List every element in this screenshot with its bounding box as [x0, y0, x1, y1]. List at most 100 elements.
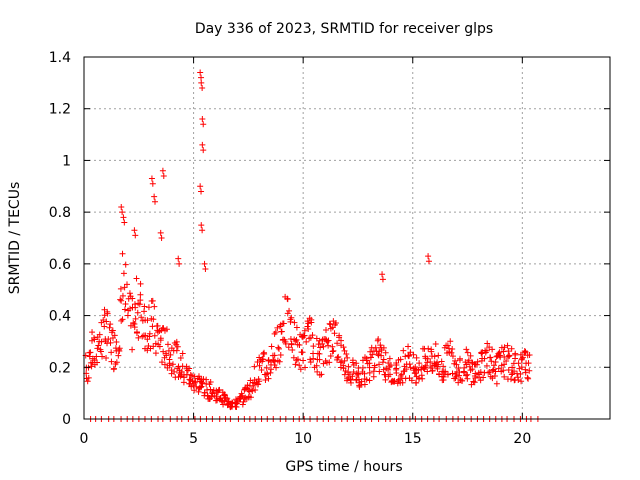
data-point	[329, 348, 336, 355]
data-point	[310, 343, 317, 350]
data-point	[280, 320, 287, 327]
y-axis-label: SRMTID / TECUs	[7, 182, 23, 295]
data-point	[145, 304, 152, 311]
data-point	[278, 328, 285, 335]
plot-frame	[83, 56, 611, 420]
data-point	[121, 284, 128, 291]
data-point	[240, 398, 247, 405]
data-point	[192, 378, 199, 385]
data-point	[288, 341, 295, 348]
data-point	[421, 364, 428, 371]
data-point	[508, 345, 515, 352]
data-point	[119, 316, 126, 323]
y-tick-label: 0.6	[49, 257, 71, 273]
data-point	[406, 361, 413, 368]
axis-ticks	[83, 56, 610, 420]
data-point	[370, 368, 377, 375]
data-point	[284, 296, 291, 303]
data-point	[425, 345, 432, 352]
data-point	[133, 328, 140, 335]
data-point	[96, 331, 103, 338]
data-point	[483, 362, 490, 369]
data-point	[254, 359, 261, 366]
data-point	[120, 270, 127, 277]
data-point	[91, 336, 98, 343]
data-point	[440, 377, 447, 384]
data-point	[110, 366, 117, 373]
data-point	[100, 317, 107, 324]
data-point	[400, 347, 407, 354]
data-point	[293, 357, 300, 364]
data-point	[415, 367, 422, 374]
data-point	[419, 345, 426, 352]
data-point	[113, 359, 120, 366]
data-point	[103, 318, 110, 325]
data-point	[382, 376, 389, 383]
data-point	[324, 338, 331, 345]
data-point	[256, 362, 263, 369]
data-point	[501, 344, 508, 351]
data-point	[131, 321, 138, 328]
data-point	[326, 320, 333, 327]
data-point	[496, 349, 503, 356]
y-tick-label: 1.4	[49, 50, 71, 66]
data-point	[377, 342, 384, 349]
data-point	[337, 359, 344, 366]
data-point	[386, 371, 393, 378]
y-tick-label: 0.2	[49, 360, 71, 376]
data-point	[87, 349, 94, 356]
data-point	[372, 344, 379, 351]
data-point	[447, 338, 454, 345]
data-point	[468, 381, 475, 388]
data-point	[274, 324, 281, 331]
data-point	[440, 363, 447, 370]
data-point	[288, 314, 295, 321]
data-point	[395, 357, 402, 364]
data-point	[500, 367, 507, 374]
data-point	[137, 291, 144, 298]
data-point	[398, 371, 405, 378]
data-point	[243, 385, 250, 392]
data-point	[268, 366, 275, 373]
data-point	[375, 336, 382, 343]
data-point	[345, 363, 352, 370]
data-point	[141, 303, 148, 310]
data-point	[314, 368, 321, 375]
data-point	[122, 301, 129, 308]
data-point	[489, 367, 496, 374]
data-point	[504, 353, 511, 360]
data-point	[89, 329, 96, 336]
data-point	[293, 324, 300, 331]
data-point-spike	[197, 69, 204, 76]
data-point	[474, 361, 481, 368]
data-point	[525, 360, 532, 367]
data-point	[307, 356, 314, 363]
data-point	[84, 378, 91, 385]
data-point-spike	[148, 175, 155, 182]
data-point	[177, 373, 184, 380]
data-point	[413, 354, 420, 361]
data-point	[88, 363, 95, 370]
data-point	[509, 364, 516, 371]
data-point	[154, 322, 161, 329]
data-point	[255, 376, 262, 383]
data-point	[163, 326, 170, 333]
data-point	[349, 357, 356, 364]
data-point	[465, 357, 472, 364]
data-point-spike	[379, 276, 386, 283]
data-point	[111, 332, 118, 339]
data-point	[412, 370, 419, 377]
data-point	[419, 375, 426, 382]
data-point	[445, 371, 452, 378]
data-point	[407, 349, 414, 356]
data-point	[186, 376, 193, 383]
data-point	[237, 393, 244, 400]
data-point	[293, 336, 300, 343]
data-point	[150, 343, 157, 350]
data-point	[463, 346, 470, 353]
data-point-spike	[160, 172, 167, 179]
data-point	[435, 352, 442, 359]
data-point-spike	[425, 253, 432, 260]
data-point	[121, 306, 128, 313]
